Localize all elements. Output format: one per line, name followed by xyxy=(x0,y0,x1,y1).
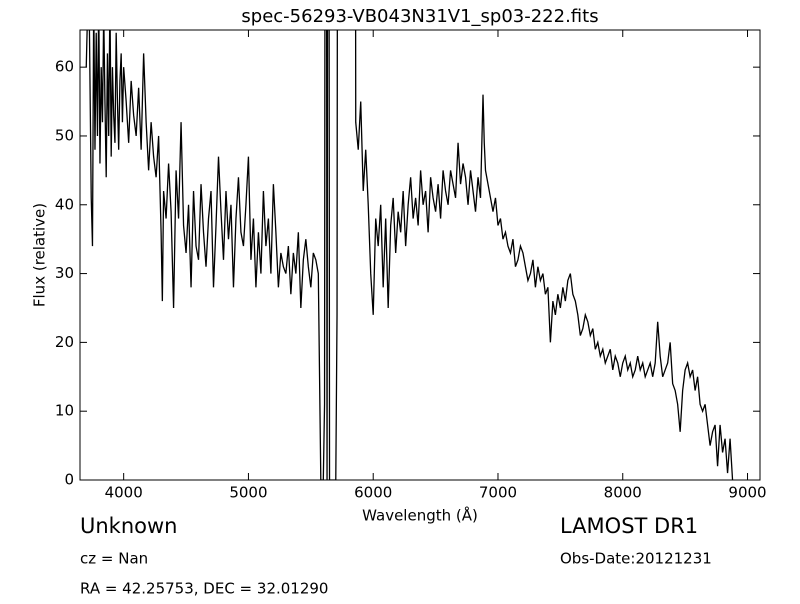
x-tick-label: 4000 xyxy=(105,484,143,502)
y-tick-label: 20 xyxy=(55,333,74,351)
x-tick-label: 9000 xyxy=(728,484,766,502)
y-tick-label: 0 xyxy=(64,471,74,489)
x-tick-label: 5000 xyxy=(229,484,267,502)
y-tick-label: 60 xyxy=(55,58,74,76)
redshift: cz = Nan xyxy=(80,550,148,568)
y-tick-label: 50 xyxy=(55,126,74,144)
chart-title: spec-56293-VB043N31V1_sp03-222.fits xyxy=(241,6,598,27)
survey: LAMOST DR1 xyxy=(560,514,698,538)
spectrum-line xyxy=(85,30,734,480)
object-class: Unknown xyxy=(80,514,177,538)
obs-date: Obs-Date:20121231 xyxy=(560,550,712,568)
x-tick-label: 7000 xyxy=(479,484,517,502)
y-axis-label: Flux (relative) xyxy=(31,203,49,307)
x-tick-label: 6000 xyxy=(354,484,392,502)
y-tick-label: 40 xyxy=(55,195,74,213)
y-tick-label: 30 xyxy=(55,264,74,282)
coordinates: RA = 42.25753, DEC = 32.01290 xyxy=(80,580,328,598)
y-tick-label: 10 xyxy=(55,402,74,420)
x-axis-label: Wavelength (Å) xyxy=(362,506,478,525)
plot-frame xyxy=(79,29,761,481)
x-tick-label: 8000 xyxy=(604,484,642,502)
